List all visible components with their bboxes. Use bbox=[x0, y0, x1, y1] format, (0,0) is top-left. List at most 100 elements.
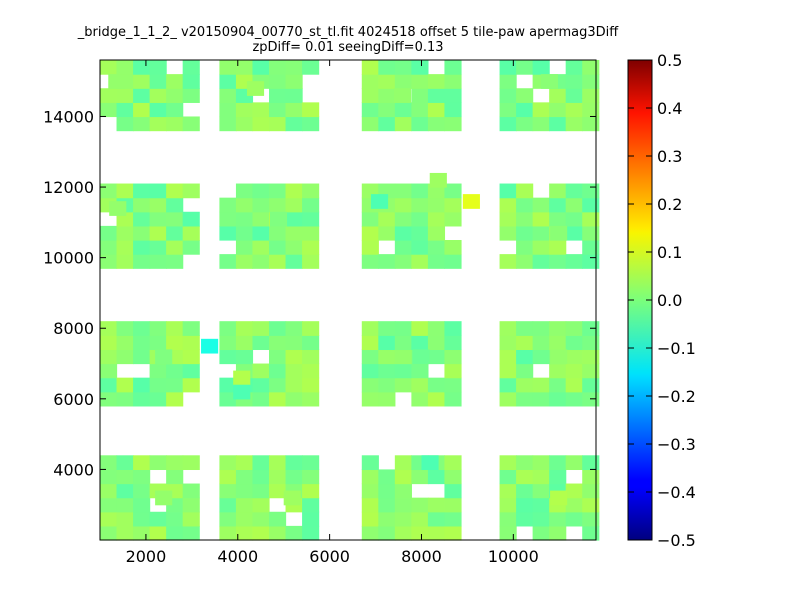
heatmap-cell bbox=[116, 183, 134, 199]
colorbar-tick-label: 0.0 bbox=[657, 291, 682, 310]
chart-title-line-2: zpDiff= 0.01 seeingDiff=0.13 bbox=[252, 40, 444, 55]
heatmap-cell bbox=[166, 321, 184, 336]
heatmap-cell bbox=[166, 197, 184, 213]
heatmap-cell bbox=[133, 225, 151, 241]
heatmap-cell bbox=[582, 254, 600, 269]
heatmap-cell bbox=[219, 497, 237, 513]
heatmap-cell bbox=[361, 469, 379, 485]
heatmap-cell bbox=[269, 483, 287, 499]
heatmap-cell bbox=[411, 377, 429, 393]
heatmap-cell bbox=[235, 321, 254, 336]
heatmap-cell bbox=[427, 511, 446, 527]
colorbar-ticks: 0.5 0.4 0.3 0.2 0.1 0.0 −0.1 −0.2 −0.3 −0.4 −0.5 bbox=[628, 51, 696, 550]
heatmap-cell-marked bbox=[155, 349, 173, 365]
heatmap-cell bbox=[269, 363, 287, 379]
heatmap-cell bbox=[100, 240, 118, 255]
heatmap-cell bbox=[565, 483, 583, 499]
heatmap-cell bbox=[149, 197, 167, 213]
heatmap-cell bbox=[116, 60, 134, 75]
heatmap-cell bbox=[252, 511, 270, 527]
y-tick-label: 14000 bbox=[43, 107, 94, 126]
heatmap-cell bbox=[394, 197, 412, 213]
heatmap-cell bbox=[444, 321, 462, 336]
heatmap-cell bbox=[427, 349, 446, 365]
heatmap-cell bbox=[444, 102, 462, 118]
heatmap-cell bbox=[444, 74, 462, 89]
heatmap-cell bbox=[166, 88, 184, 103]
heatmap-cell bbox=[499, 497, 517, 513]
heatmap-cell bbox=[219, 116, 237, 132]
heatmap-cell bbox=[427, 391, 446, 407]
heatmap-cell bbox=[378, 349, 396, 365]
heatmap-cell-marked bbox=[155, 490, 173, 506]
heatmap-cell bbox=[565, 197, 583, 213]
heatmap-cell bbox=[166, 254, 184, 269]
heatmap-cell bbox=[116, 225, 134, 241]
heatmap-cell bbox=[219, 391, 237, 407]
heatmap-cell bbox=[411, 363, 429, 379]
heatmap-cell bbox=[133, 469, 151, 485]
heatmap-cell bbox=[133, 116, 151, 132]
heatmap-cell bbox=[378, 377, 396, 393]
heatmap-cell bbox=[219, 483, 237, 499]
heatmap-cell bbox=[361, 321, 379, 336]
heatmap-cell bbox=[516, 102, 534, 118]
heatmap-cell-marked bbox=[201, 338, 219, 354]
heatmap-cell bbox=[133, 483, 151, 499]
heatmap-cell bbox=[116, 455, 134, 471]
heatmap-cell bbox=[582, 511, 600, 527]
heatmap-cell bbox=[582, 88, 600, 103]
heatmap-cell bbox=[394, 483, 412, 499]
y-tick-label: 6000 bbox=[53, 390, 94, 409]
heatmap-cell bbox=[302, 240, 320, 255]
heatmap-cell bbox=[149, 225, 167, 241]
x-tick-label: 8000 bbox=[401, 547, 442, 566]
heatmap-cell bbox=[361, 211, 379, 227]
heatmap-cell bbox=[219, 525, 237, 541]
heatmap-cell bbox=[582, 455, 600, 471]
heatmap-cell bbox=[516, 391, 534, 407]
heatmap-cell bbox=[100, 455, 118, 471]
heatmap-cell bbox=[444, 88, 462, 103]
heatmap-cell bbox=[219, 321, 237, 336]
heatmap-cell bbox=[411, 497, 429, 513]
heatmap-cell bbox=[285, 349, 303, 365]
heatmap-cell bbox=[444, 377, 462, 393]
heatmap-cell bbox=[133, 321, 151, 336]
heatmap-cell bbox=[235, 483, 254, 499]
heatmap-cell bbox=[149, 377, 167, 393]
heatmap-cell bbox=[252, 335, 270, 351]
heatmap-cell bbox=[100, 363, 118, 379]
heatmap-cell bbox=[285, 116, 303, 132]
heatmap-cell bbox=[100, 497, 118, 513]
heatmap-cell bbox=[427, 240, 446, 255]
heatmap-cell bbox=[219, 74, 237, 89]
heatmap-cell bbox=[182, 74, 200, 89]
heatmap-cell bbox=[394, 349, 412, 365]
heatmap-cell bbox=[182, 483, 200, 499]
heatmap-cell bbox=[532, 469, 550, 485]
heatmap-cell-marked bbox=[233, 384, 251, 400]
heatmap-cell bbox=[499, 349, 517, 365]
heatmap-cell bbox=[182, 377, 200, 393]
heatmap-cell bbox=[582, 60, 600, 75]
heatmap-cell bbox=[116, 240, 134, 255]
heatmap-cell-marked bbox=[283, 490, 301, 506]
heatmap-cell bbox=[411, 225, 429, 241]
heatmap-cell bbox=[166, 211, 184, 227]
heatmap-cell bbox=[378, 74, 396, 89]
heatmap-cell bbox=[565, 225, 583, 241]
heatmap-cell bbox=[100, 349, 118, 365]
heatmap-cell bbox=[394, 321, 412, 336]
heatmap-cell bbox=[444, 254, 462, 269]
heatmap-cell bbox=[549, 469, 567, 485]
heatmap-cell bbox=[378, 116, 396, 132]
heatmap-cell bbox=[582, 525, 600, 541]
heatmap-cell bbox=[516, 349, 534, 365]
heatmap-cell bbox=[235, 349, 254, 365]
heatmap-cell bbox=[532, 511, 550, 527]
heatmap-cell bbox=[444, 469, 462, 485]
heatmap-cell bbox=[116, 511, 134, 527]
heatmap-cell bbox=[378, 335, 396, 351]
heatmap-cell bbox=[444, 183, 462, 199]
